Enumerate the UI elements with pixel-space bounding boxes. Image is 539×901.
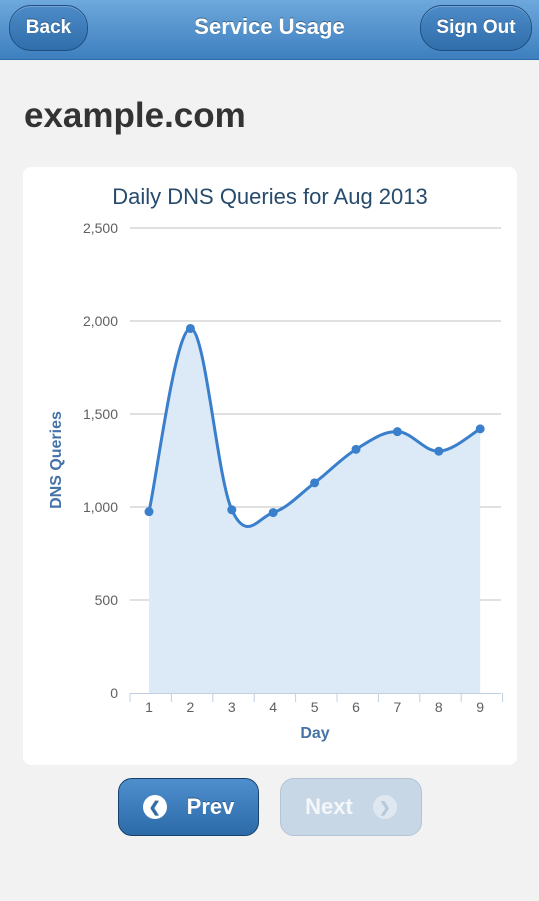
x-tick-label: 7 xyxy=(394,699,402,715)
chart-title: Daily DNS Queries for Aug 2013 xyxy=(112,184,428,209)
y-tick-label: 1,500 xyxy=(83,406,118,422)
x-tick-label: 4 xyxy=(269,699,277,715)
chart-card: Daily DNS Queries for Aug 2013 0 500 1,000 1… xyxy=(23,167,517,765)
x-tick-label: 3 xyxy=(228,699,236,715)
y-tick-label: 1,000 xyxy=(83,499,118,515)
x-tick-label: 2 xyxy=(187,699,195,715)
data-point xyxy=(392,427,402,437)
chevron-right-icon: ❯ xyxy=(372,795,397,819)
app-header: Service Usage Back Sign Out xyxy=(0,0,539,60)
next-button: Next ❯ xyxy=(280,778,422,836)
back-button[interactable]: Back xyxy=(9,5,88,51)
sign-out-button[interactable]: Sign Out xyxy=(420,5,532,51)
y-tick-label: 0 xyxy=(110,685,118,701)
y-tick-label: 2,500 xyxy=(83,220,118,236)
x-tick-label: 9 xyxy=(476,699,484,715)
data-point xyxy=(475,424,485,434)
prev-label: Prev xyxy=(186,794,235,819)
prev-button[interactable]: ❮ Prev xyxy=(118,778,259,836)
data-point xyxy=(310,478,320,488)
chevron-left-icon: ❮ xyxy=(142,795,167,819)
next-label: Next xyxy=(305,794,353,819)
y-axis-title: DNS Queries xyxy=(48,411,65,509)
x-tick-label: 1 xyxy=(145,699,153,715)
page-title: Service Usage xyxy=(194,13,345,39)
y-tick-label: 2,000 xyxy=(83,313,118,329)
data-point xyxy=(268,508,278,518)
data-point xyxy=(351,444,361,454)
x-tick-label: 6 xyxy=(352,699,360,715)
x-tick-label: 5 xyxy=(311,699,319,715)
x-tick-label: 8 xyxy=(435,699,443,715)
x-axis-title: Day xyxy=(300,725,329,742)
data-point xyxy=(227,505,237,515)
data-point xyxy=(144,507,154,517)
series-area xyxy=(149,328,481,693)
y-tick-label: 500 xyxy=(95,592,119,608)
data-point xyxy=(434,446,444,456)
domain-heading: example.com xyxy=(24,96,246,135)
dns-queries-chart: Daily DNS Queries for Aug 2013 0 500 1,000 1… xyxy=(48,184,504,742)
data-point xyxy=(185,323,195,333)
